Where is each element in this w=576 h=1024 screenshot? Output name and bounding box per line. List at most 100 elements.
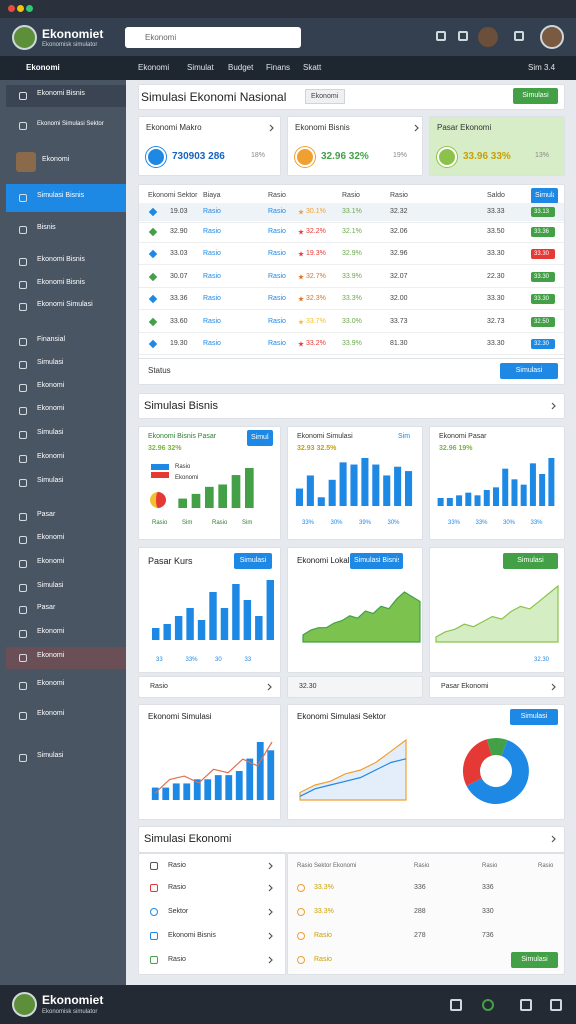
nav-item[interactable]: Ekonomi (138, 63, 170, 72)
header-button[interactable] (531, 188, 558, 204)
sidebar-item[interactable]: Simulasi (37, 477, 64, 484)
button-label[interactable]: Simulasi (521, 956, 548, 963)
icon[interactable] (550, 999, 562, 1011)
icon[interactable] (514, 31, 524, 41)
button-label[interactable]: Simulasi (239, 557, 267, 564)
nav-item[interactable]: Budget (228, 63, 254, 72)
sidebar-item[interactable]: Ekonomi (37, 558, 65, 565)
sidebar-item[interactable]: Bisnis (37, 224, 56, 231)
cell: 32.73 (487, 318, 505, 325)
star (298, 209, 304, 215)
button[interactable] (510, 709, 558, 725)
action-button[interactable] (513, 88, 558, 104)
x-label: 33 (156, 657, 163, 663)
sidebar-item[interactable]: Ekonomi (37, 652, 65, 659)
nav-item[interactable]: Finans (266, 63, 291, 72)
chart-subtitle: 32.93 32.5% (297, 445, 337, 452)
column-header: Saldo (487, 192, 505, 199)
list-item[interactable]: Sektor (168, 908, 189, 915)
bottom-bar (0, 985, 576, 1024)
list-item[interactable]: Rasio (168, 884, 186, 891)
button[interactable] (234, 553, 272, 569)
button-label[interactable]: Simulasi (535, 192, 554, 199)
sidebar-item[interactable]: Pasar (37, 511, 56, 518)
strip-label[interactable]: Rasio (150, 683, 168, 690)
search-box[interactable] (125, 27, 301, 48)
sidebar-item[interactable]: Ekonomi Bisnis (37, 279, 85, 286)
cell: 336 (482, 884, 494, 891)
sidebar-item[interactable]: Ekonomi (37, 534, 65, 541)
button[interactable] (247, 430, 273, 446)
sidebar-icon (19, 122, 27, 130)
kpi-icon (437, 147, 457, 167)
icon[interactable] (436, 31, 446, 41)
sidebar-icon (19, 654, 27, 662)
sidebar-item[interactable]: Ekonomi (37, 680, 65, 687)
strip-label[interactable]: Pasar Ekonomi (441, 683, 489, 690)
sidebar-item[interactable]: Ekonomi Simulasi (37, 301, 93, 308)
chart-title: Ekonomi Pasar (439, 433, 487, 440)
search-placeholder[interactable]: Ekonomi (145, 33, 177, 42)
sidebar-item[interactable]: Simulasi (37, 752, 64, 759)
status-pill (531, 207, 555, 217)
sidebar-item[interactable]: Simulasi (37, 359, 64, 366)
icon[interactable] (450, 999, 462, 1011)
avatar[interactable] (478, 27, 498, 47)
nav-item[interactable]: Skatt (303, 63, 322, 72)
sidebar-item[interactable]: Simulasi (37, 582, 64, 589)
list-item[interactable]: Rasio (168, 862, 186, 869)
button-label[interactable]: Simulasi (522, 92, 549, 99)
button-label[interactable]: Simulasi (517, 557, 544, 564)
cell: 33.30 (487, 295, 505, 302)
sidebar-item[interactable]: Ekonomi (37, 710, 65, 717)
cell: Rasio (203, 318, 221, 325)
icon[interactable] (458, 31, 468, 41)
table-button[interactable] (500, 363, 558, 379)
row-icon (297, 908, 305, 916)
avatar (12, 992, 37, 1017)
button-label[interactable]: Simulasi (515, 367, 543, 374)
cell: 33.0% (342, 318, 362, 325)
sidebar-item[interactable]: Simulasi Bisnis (37, 192, 85, 199)
sidebar-item[interactable]: Ekonomi Simulasi Sektor (37, 121, 104, 127)
sidebar-item[interactable]: Pasar (37, 604, 56, 611)
sidebar-item[interactable]: Ekonomi (37, 382, 65, 389)
button-label[interactable]: Simulasi (251, 434, 269, 441)
icon[interactable] (482, 999, 494, 1011)
button-label[interactable]: Simulasi Bisnis (354, 557, 399, 564)
cell: Rasio (268, 273, 286, 280)
kpi-label: Pasar Ekonomi (437, 123, 492, 132)
sidebar-item[interactable]: Simulasi (37, 429, 64, 436)
cell: 330 (482, 908, 494, 915)
button[interactable] (350, 553, 403, 569)
breadcrumb-label[interactable]: Ekonomi (311, 93, 339, 100)
sidebar-icon (19, 431, 27, 439)
cell: 33.03 (170, 250, 188, 257)
sidebar-item[interactable]: Ekonomi Bisnis (37, 90, 85, 97)
strip-label[interactable]: 32.30 (299, 683, 317, 690)
sidebar-item[interactable]: Ekonomi Bisnis (37, 256, 85, 263)
icon[interactable] (520, 999, 532, 1011)
list-item[interactable]: Rasio (168, 956, 186, 963)
nav-item[interactable]: Simulat (187, 63, 214, 72)
sidebar-item[interactable]: Finansial (37, 336, 66, 343)
card (429, 676, 565, 698)
cell: 33.3% (314, 884, 334, 891)
sidebar-item[interactable]: Ekonomi (37, 453, 65, 460)
cell: 32.2% (306, 228, 326, 235)
sidebar-item[interactable]: Ekonomi (37, 405, 65, 412)
button[interactable] (503, 553, 558, 569)
sidebar-item[interactable]: Ekonomi (42, 156, 70, 163)
summary-button[interactable] (511, 952, 558, 968)
chart-link[interactable]: Sim (398, 433, 411, 440)
sidebar-item[interactable]: Ekonomi (37, 628, 65, 635)
button-label[interactable]: Simulasi (520, 713, 548, 720)
list-icon (150, 908, 158, 916)
x-label: 33% (302, 520, 315, 526)
kpi-chevron-placeholder: 19% (393, 152, 408, 159)
cell: 736 (482, 932, 494, 939)
avatar[interactable] (540, 25, 564, 49)
card (287, 116, 423, 176)
list-item[interactable]: Ekonomi Bisnis (168, 932, 216, 939)
cell: Rasio (203, 250, 221, 257)
